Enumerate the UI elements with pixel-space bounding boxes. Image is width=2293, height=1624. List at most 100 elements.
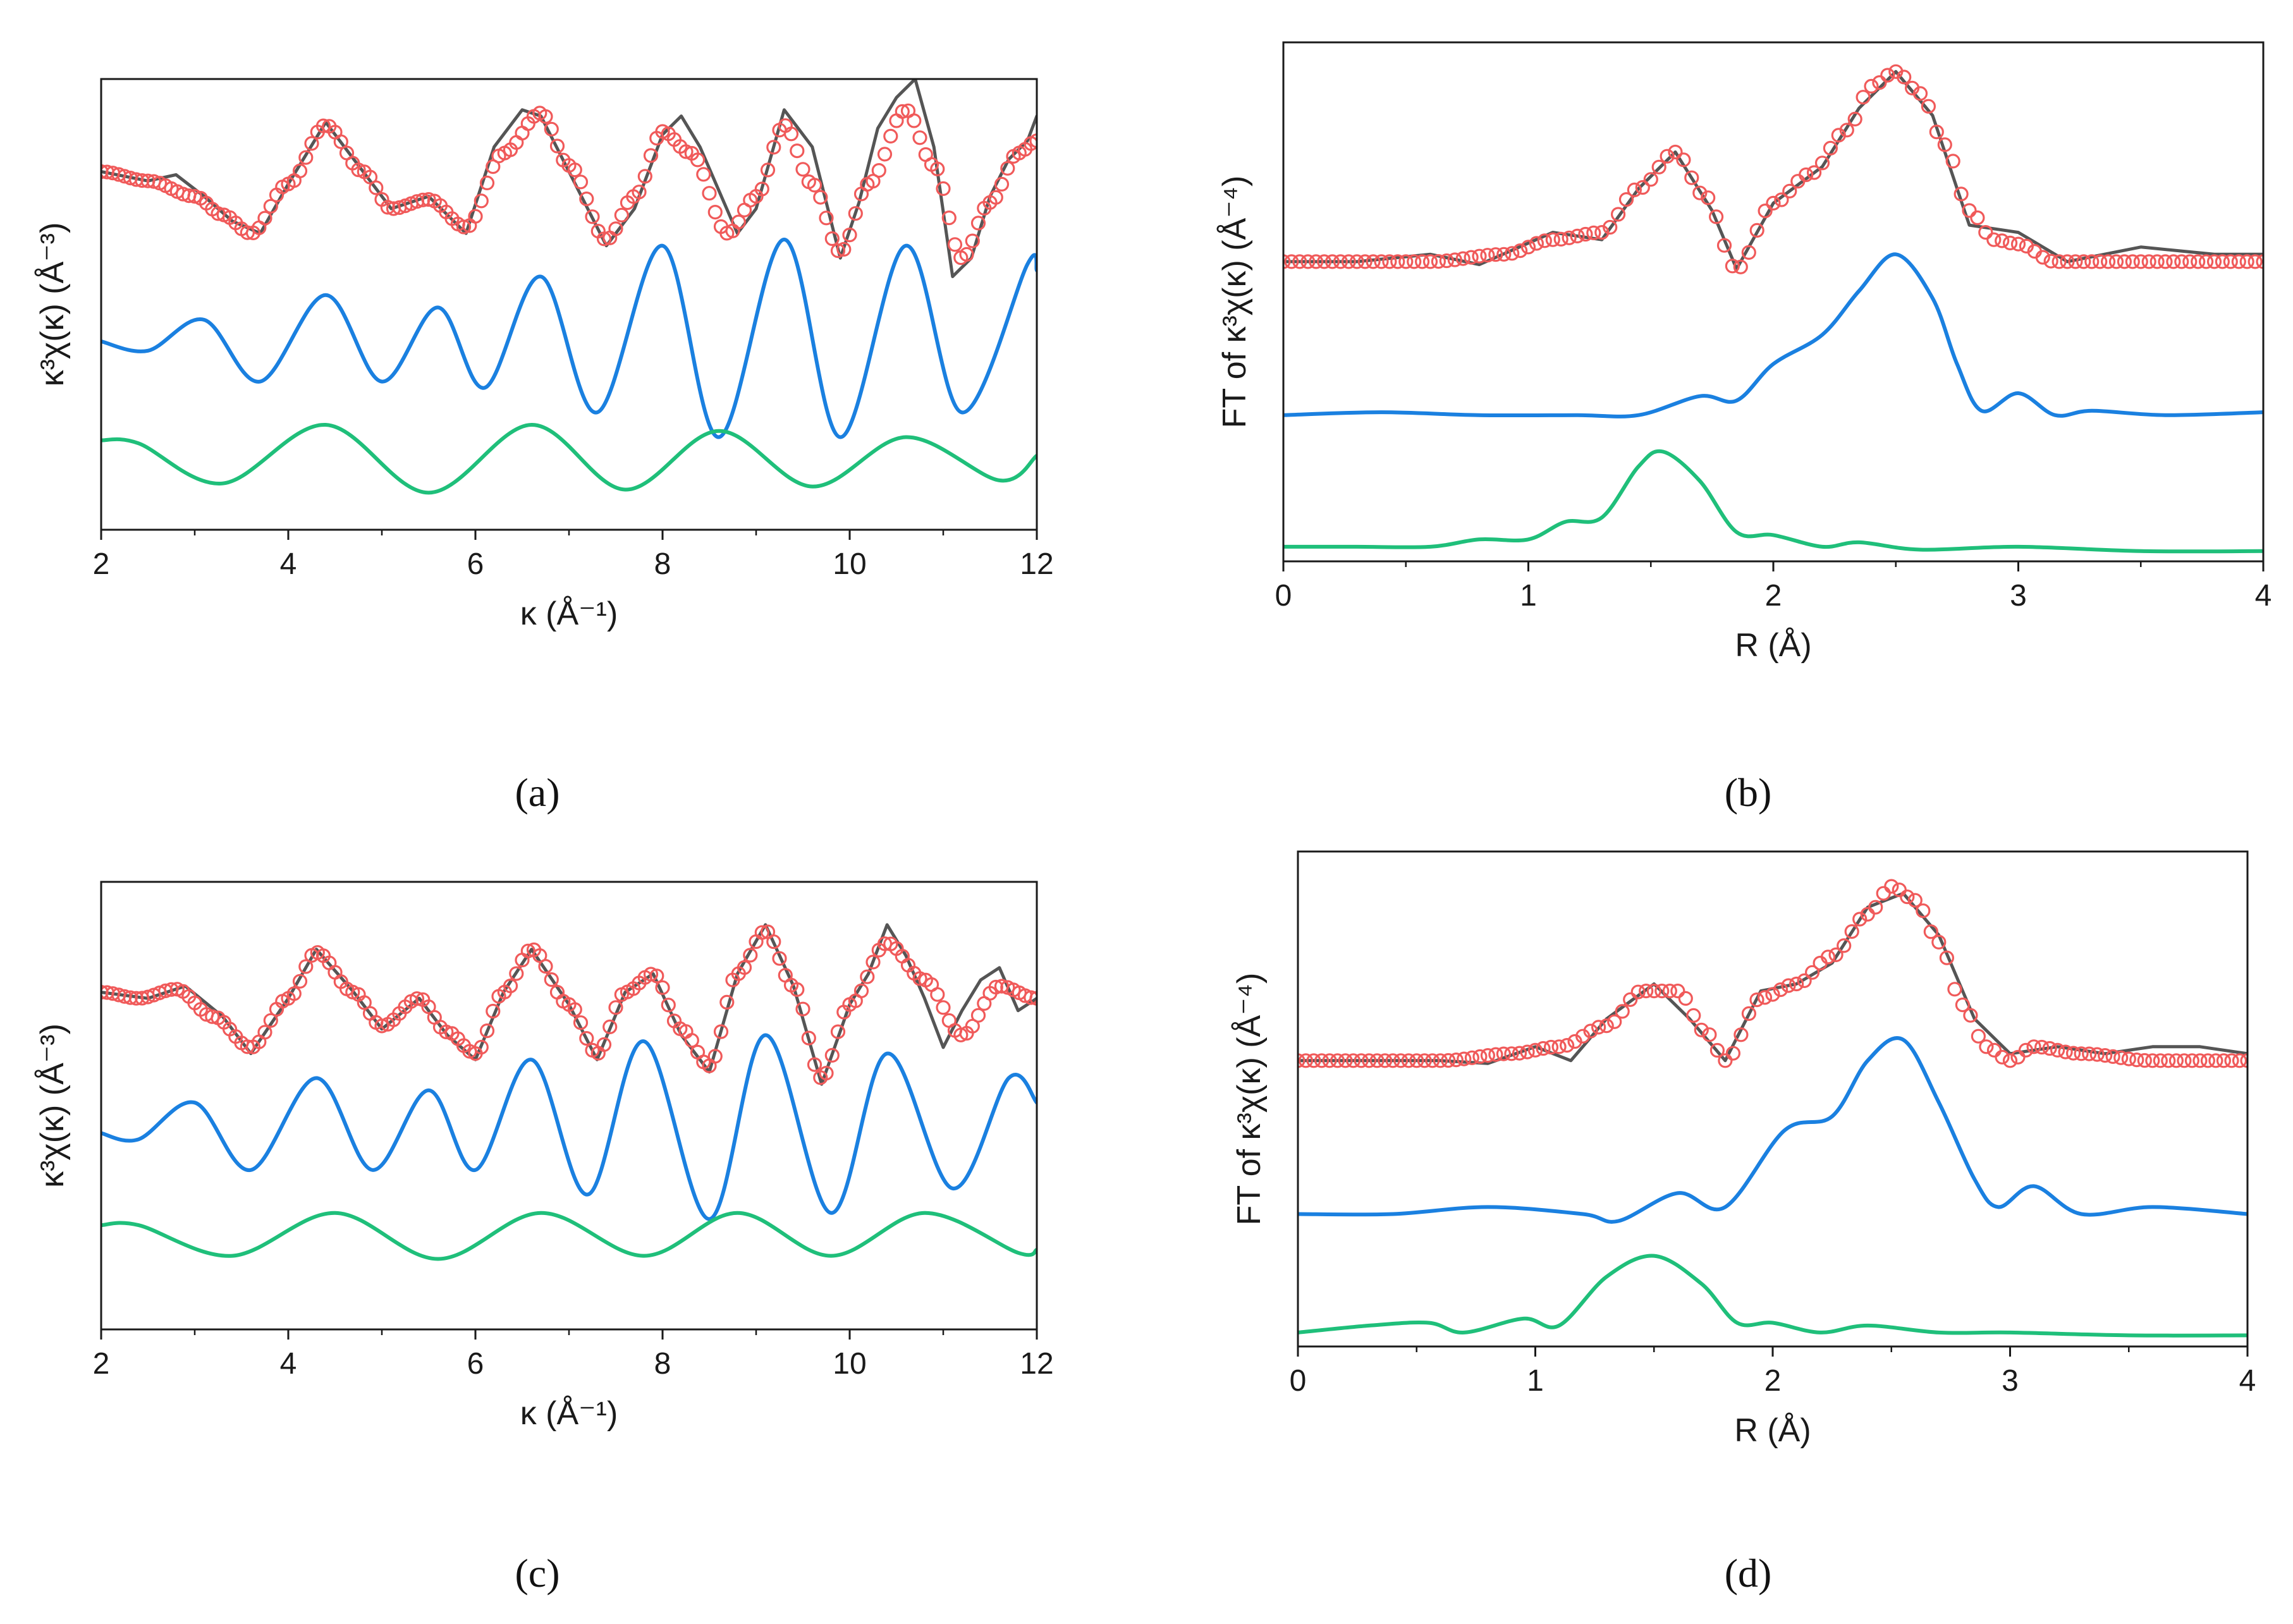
fit-marker <box>1480 1047 1495 1063</box>
fit-marker <box>1322 1053 1337 1068</box>
fit-marker <box>2043 253 2058 269</box>
fit-marker <box>783 126 799 142</box>
fit-marker <box>1300 254 1316 269</box>
fit-marker <box>2076 254 2091 269</box>
fit-marker <box>1900 889 1915 905</box>
plot-frame <box>1297 850 2249 1348</box>
fit-marker <box>860 969 875 984</box>
fit-marker <box>830 1024 846 1039</box>
fit-marker <box>1415 254 1430 269</box>
fit-marker <box>1651 159 1666 174</box>
fit-marker <box>2200 1053 2215 1068</box>
fit-marker <box>930 161 945 176</box>
fit-marker <box>2208 1053 2223 1068</box>
fit-marker <box>1773 982 1789 998</box>
fit-marker <box>1807 165 1822 180</box>
fit-marker <box>544 121 559 137</box>
fit-marker <box>2089 1047 2105 1062</box>
fit-marker <box>1545 232 1560 247</box>
fit-marker <box>1398 254 1414 269</box>
fit-marker <box>1937 137 1952 152</box>
fit-marker <box>1805 965 1820 980</box>
fit-marker <box>1496 1046 1511 1061</box>
fit-marker <box>2231 254 2246 269</box>
fit-marker <box>357 995 372 1010</box>
fit-marker <box>1757 990 1773 1005</box>
series-path-1-line <box>101 1033 1037 1221</box>
series-path-2-line <box>101 1211 1037 1261</box>
fit-marker <box>2192 1053 2208 1068</box>
x-tick-label: 3 <box>2010 579 2027 613</box>
x-tick-label: 8 <box>654 547 671 581</box>
fit-marker <box>298 959 314 974</box>
fit-marker <box>678 144 694 159</box>
y-axis-title: κ³χ(κ) (Å⁻³) <box>34 1023 71 1188</box>
x-tick-label: 6 <box>467 547 484 581</box>
fit-marker <box>2108 254 2124 269</box>
fit-marker <box>2121 1051 2136 1066</box>
fit-marker <box>936 1000 951 1015</box>
fit-marker <box>292 163 308 178</box>
fit-marker <box>1852 912 1868 927</box>
fit-marker <box>2051 254 2067 269</box>
fit-marker <box>1725 259 1740 274</box>
plot-area <box>1298 879 2247 1338</box>
fit-marker <box>585 209 600 224</box>
fit-marker <box>1283 254 1291 269</box>
fit-marker <box>1923 924 1938 939</box>
fit-marker <box>579 192 594 207</box>
fit-marker <box>1702 1027 1717 1042</box>
fit-marker <box>1864 78 1879 94</box>
fit-marker <box>608 221 623 236</box>
fit-marker <box>263 1013 278 1028</box>
fit-marker <box>1578 226 1593 242</box>
fit-marker <box>567 162 582 178</box>
fit-marker <box>1433 1053 1448 1068</box>
x-axis-title: κ (Å⁻¹) <box>520 1395 618 1432</box>
fit-marker <box>2256 254 2263 269</box>
fit-marker <box>1654 983 1670 999</box>
fit-marker <box>1995 233 2010 248</box>
fit-marker <box>1921 99 1936 114</box>
fit-marker <box>690 152 706 168</box>
plot-area <box>101 79 1037 495</box>
series-path-1-line <box>1283 252 2263 418</box>
fit-marker <box>959 247 974 262</box>
fit-marker <box>2084 254 2100 269</box>
fit-marker <box>696 167 711 182</box>
fit-marker <box>1407 254 1422 269</box>
fit-marker <box>2232 1053 2247 1068</box>
fit-marker <box>1298 1053 1305 1068</box>
fit-marker <box>1856 90 1871 105</box>
fit-marker <box>970 216 986 231</box>
x-tick-label: 4 <box>2255 579 2272 613</box>
fit-marker <box>1643 172 1658 187</box>
fit-marker <box>830 243 846 259</box>
fit-marker <box>877 147 893 162</box>
fit-marker <box>1480 248 1495 263</box>
fit-marker <box>421 192 436 207</box>
fit-marker <box>1947 982 1962 997</box>
fit-marker <box>1847 111 1862 126</box>
series-path-1-line <box>101 237 1037 439</box>
fit-marker <box>315 118 331 133</box>
fit-marker <box>1417 1053 1432 1068</box>
fit-marker <box>479 175 495 190</box>
fit-marker <box>1553 231 1568 247</box>
panel-caption: (a) <box>515 770 559 815</box>
fit-marker <box>1766 195 1781 211</box>
fit-marker <box>1686 1008 1701 1023</box>
fit-marker <box>760 162 776 178</box>
y-axis-title: κ³χ(κ) (Å⁻³) <box>34 223 71 387</box>
x-tick-label: 12 <box>1020 547 1053 581</box>
fit-marker <box>544 972 559 987</box>
panel-caption: (c) <box>515 1551 559 1596</box>
fit-marker <box>754 181 769 197</box>
fit-marker <box>2050 1042 2065 1058</box>
fit-marker <box>801 1030 816 1046</box>
fit-marker <box>1583 1023 1598 1039</box>
x-axis-title: R (Å) <box>1734 1412 1811 1449</box>
fit-marker <box>1338 1053 1353 1068</box>
fit-marker <box>819 1065 834 1081</box>
